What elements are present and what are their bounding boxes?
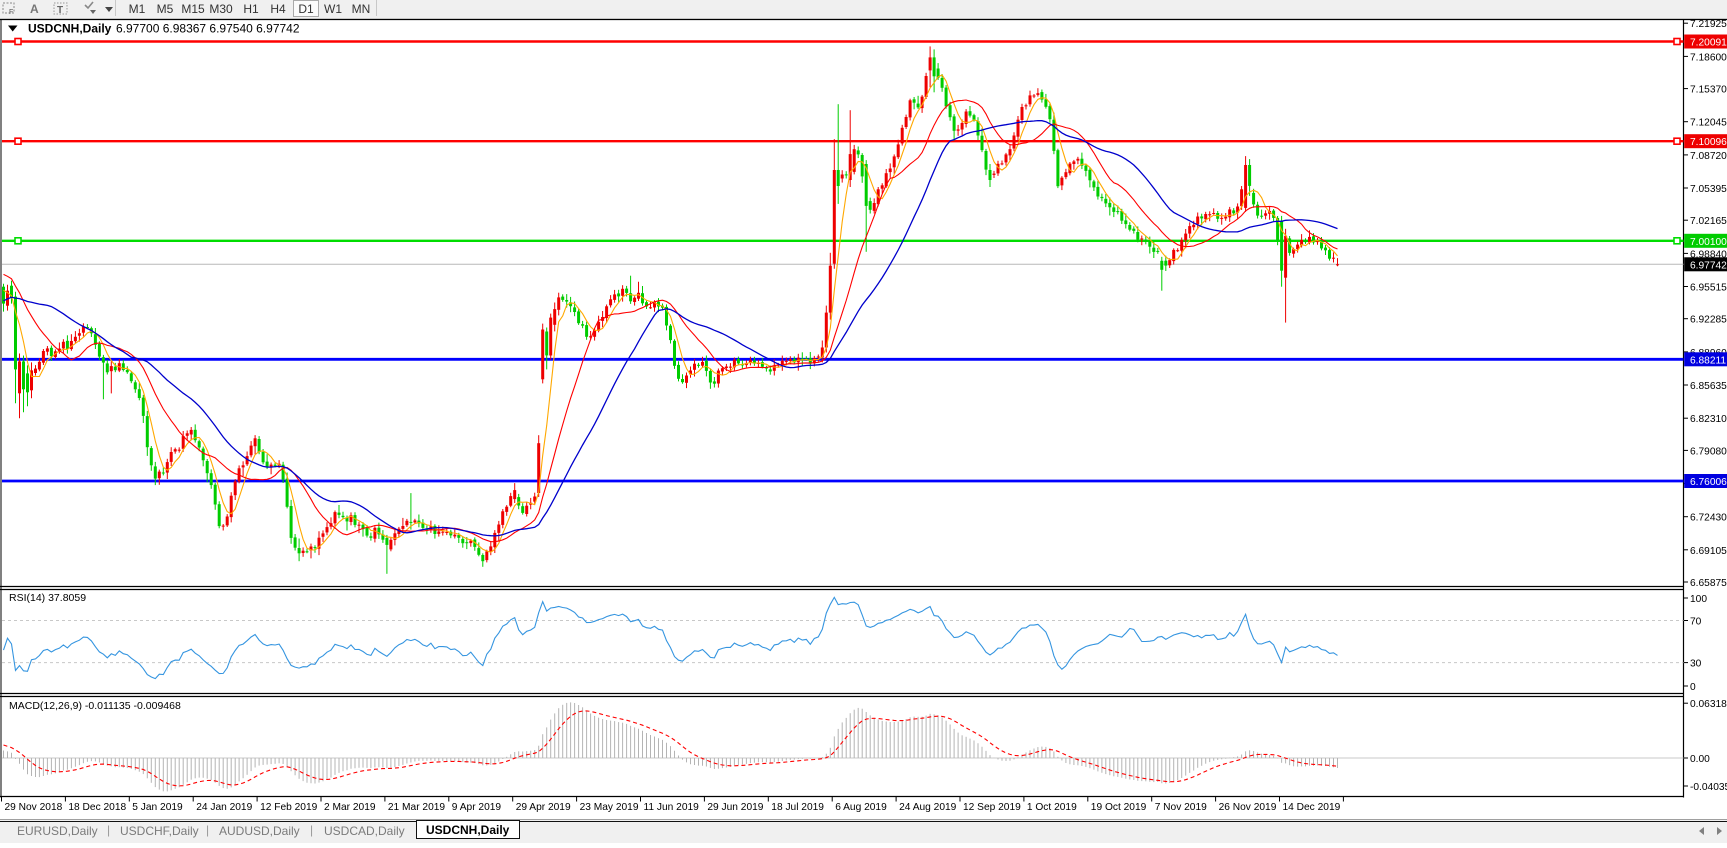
svg-text:12 Feb 2019: 12 Feb 2019 xyxy=(260,802,318,813)
svg-text:7.00100: 7.00100 xyxy=(1690,237,1727,248)
svg-text:23 May 2019: 23 May 2019 xyxy=(580,802,639,813)
svg-text:0.00: 0.00 xyxy=(1690,754,1710,765)
svg-text:1 Oct 2019: 1 Oct 2019 xyxy=(1027,802,1077,813)
svg-text:6.92285: 6.92285 xyxy=(1690,315,1727,326)
svg-text:MACD(12,26,9) -0.011135 -0.009: MACD(12,26,9) -0.011135 -0.009468 xyxy=(9,700,181,712)
svg-text:6.98840: 6.98840 xyxy=(1690,249,1727,260)
svg-text:7.20091: 7.20091 xyxy=(1690,38,1727,49)
svg-text:7.10096: 7.10096 xyxy=(1690,137,1727,148)
svg-text:9 Apr 2019: 9 Apr 2019 xyxy=(452,802,502,813)
svg-text:7.18600: 7.18600 xyxy=(1690,52,1727,63)
svg-text:26 Nov 2019: 26 Nov 2019 xyxy=(1219,802,1277,813)
svg-text:18 Dec 2018: 18 Dec 2018 xyxy=(68,802,126,813)
svg-text:7 Nov 2019: 7 Nov 2019 xyxy=(1155,802,1207,813)
svg-text:USDCNH,Daily: USDCNH,Daily xyxy=(28,22,112,36)
svg-text:7.05395: 7.05395 xyxy=(1690,184,1727,195)
svg-text:2 Mar 2019: 2 Mar 2019 xyxy=(324,802,376,813)
svg-text:7.02165: 7.02165 xyxy=(1690,216,1727,227)
svg-text:F: F xyxy=(9,9,13,16)
svg-text:6.97742: 6.97742 xyxy=(1690,260,1727,271)
svg-text:6.82310: 6.82310 xyxy=(1690,414,1727,425)
svg-text:T: T xyxy=(57,5,63,16)
svg-text:30: 30 xyxy=(1690,659,1702,670)
svg-text:24 Jan 2019: 24 Jan 2019 xyxy=(196,802,252,813)
svg-text:29 Nov 2018: 29 Nov 2018 xyxy=(5,802,63,813)
svg-text:6.65875: 6.65875 xyxy=(1690,578,1727,589)
svg-text:100: 100 xyxy=(1690,594,1707,605)
svg-text:18 Jul 2019: 18 Jul 2019 xyxy=(771,802,824,813)
svg-text:6.69105: 6.69105 xyxy=(1690,546,1727,557)
svg-text:7.15370: 7.15370 xyxy=(1690,85,1727,96)
svg-text:19 Oct 2019: 19 Oct 2019 xyxy=(1091,802,1147,813)
svg-text:6.85635: 6.85635 xyxy=(1690,381,1727,392)
svg-text:6.79080: 6.79080 xyxy=(1690,446,1727,457)
svg-text:6.88211: 6.88211 xyxy=(1690,355,1726,366)
svg-text:24 Aug 2019: 24 Aug 2019 xyxy=(899,802,957,813)
svg-text:70: 70 xyxy=(1690,617,1702,628)
svg-text:21 Mar 2019: 21 Mar 2019 xyxy=(388,802,446,813)
svg-text:12 Sep 2019: 12 Sep 2019 xyxy=(963,802,1021,813)
svg-text:6.95515: 6.95515 xyxy=(1690,283,1727,294)
svg-text:-0.040355: -0.040355 xyxy=(1690,782,1727,793)
svg-text:6.72430: 6.72430 xyxy=(1690,513,1727,524)
svg-text:RSI(14) 37.8059: RSI(14) 37.8059 xyxy=(9,592,86,604)
svg-text:7.12045: 7.12045 xyxy=(1690,118,1727,129)
svg-text:A: A xyxy=(30,2,39,16)
svg-text:0: 0 xyxy=(1690,682,1696,693)
svg-text:0.063184: 0.063184 xyxy=(1690,699,1727,710)
svg-text:7.08720: 7.08720 xyxy=(1690,151,1727,162)
svg-text:6.97700 6.98367 6.97540 6.9774: 6.97700 6.98367 6.97540 6.97742 xyxy=(116,22,300,36)
svg-text:11 Jun 2019: 11 Jun 2019 xyxy=(644,802,700,813)
svg-text:29 Jun 2019: 29 Jun 2019 xyxy=(707,802,763,813)
svg-text:6.76006: 6.76006 xyxy=(1690,477,1727,488)
svg-text:14 Dec 2019: 14 Dec 2019 xyxy=(1283,802,1341,813)
svg-text:7.21925: 7.21925 xyxy=(1690,19,1727,30)
svg-text:6 Aug 2019: 6 Aug 2019 xyxy=(835,802,887,813)
svg-text:29 Apr 2019: 29 Apr 2019 xyxy=(516,802,571,813)
svg-text:5 Jan 2019: 5 Jan 2019 xyxy=(132,802,183,813)
